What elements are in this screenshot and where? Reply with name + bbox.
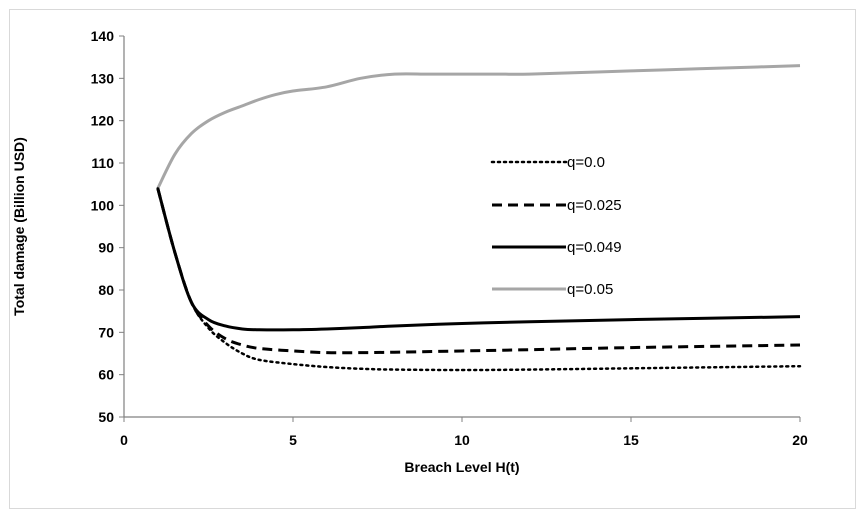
x-tick-label: 0 bbox=[120, 432, 128, 448]
y-tick-label: 140 bbox=[91, 28, 115, 44]
x-tick-label: 10 bbox=[454, 432, 470, 448]
legend-label: q=0.05 bbox=[567, 281, 613, 298]
x-tick-label: 20 bbox=[792, 432, 808, 448]
y-tick-label: 130 bbox=[91, 70, 115, 86]
y-axis-title: Total damage (Billion USD) bbox=[11, 137, 27, 316]
x-axis-ticks: 0 5 10 15 20 bbox=[120, 417, 808, 448]
axes bbox=[123, 36, 800, 418]
y-tick-label: 120 bbox=[91, 113, 115, 129]
series-line-q-0-05 bbox=[156, 64, 801, 190]
series-line-q-0-0 bbox=[156, 187, 802, 372]
x-tick-label: 15 bbox=[623, 432, 639, 448]
y-tick-label: 70 bbox=[98, 324, 114, 340]
legend-label: q=0.0 bbox=[567, 154, 605, 171]
legend-label: q=0.049 bbox=[567, 239, 622, 256]
series-line-q-0-049 bbox=[156, 188, 801, 332]
series-lines bbox=[156, 64, 802, 372]
y-tick-label: 100 bbox=[91, 197, 115, 213]
y-tick-label: 110 bbox=[91, 155, 114, 171]
legend-label: q=0.025 bbox=[567, 197, 622, 214]
series-line-q-0-025 bbox=[156, 188, 801, 355]
y-axis-ticks: 50 60 70 80 90 100 110 120 130 140 bbox=[91, 28, 124, 425]
y-tick-label: 90 bbox=[98, 240, 114, 256]
y-tick-label: 80 bbox=[98, 282, 114, 298]
legend: q=0.0 q=0.025 q=0.049 q=0.05 bbox=[490, 154, 622, 298]
x-axis-title: Breach Level H(t) bbox=[404, 459, 519, 475]
x-tick-label: 5 bbox=[289, 432, 297, 448]
y-tick-label: 60 bbox=[98, 367, 114, 383]
chart-frame bbox=[9, 9, 856, 509]
y-tick-label: 50 bbox=[98, 409, 114, 425]
